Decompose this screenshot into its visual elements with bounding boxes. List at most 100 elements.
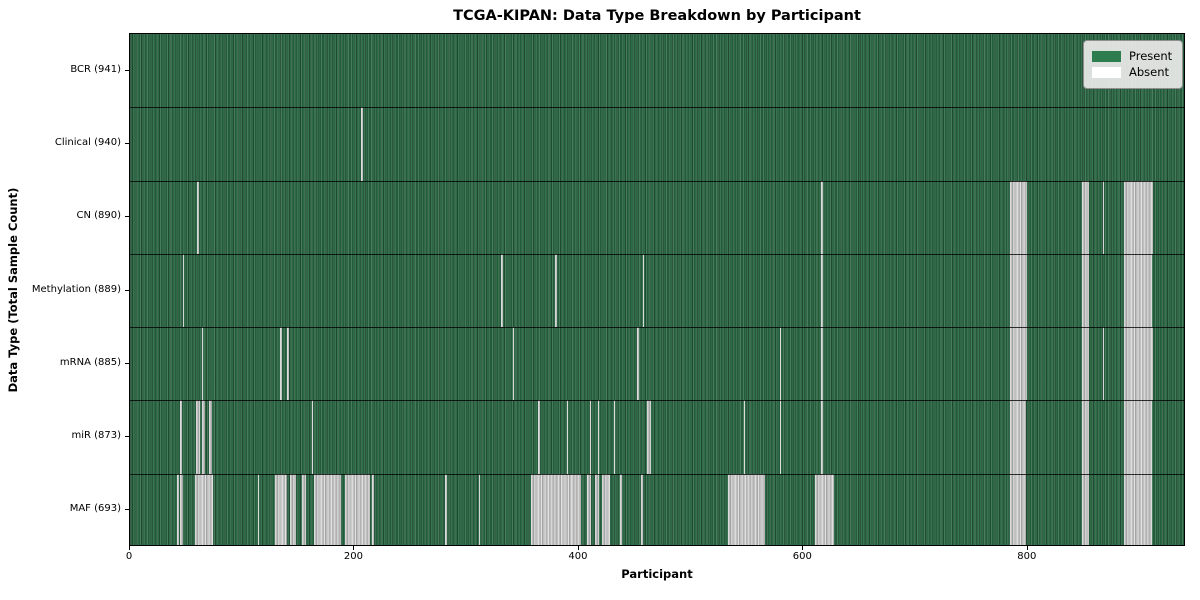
absent-block-cn [1009,180,1027,254]
chart-title: TCGA-KIPAN: Data Type Breakdown by Parti… [453,8,861,24]
absent-block-cn [821,180,823,254]
absent-block-mrna [821,327,823,401]
absent-block-mir [208,400,212,474]
absent-block-maf [640,473,643,545]
absent-block-cn [1081,180,1090,254]
absent-block-mrna [637,327,639,401]
y-tick-label-methylation: Methylation (889) [31,284,121,295]
absent-block-maf [314,473,341,545]
absent-block-methylation [1009,253,1027,328]
row-mir [130,400,1184,474]
y-tick-label-bcr: BCR (941) [70,64,121,75]
legend-swatch-absent [1092,67,1121,78]
absent-block-maf [195,473,214,545]
absent-block-mir [180,400,182,474]
row-separator [130,253,1184,255]
absent-block-mrna [287,327,289,401]
y-tick [125,509,129,510]
absent-block-mrna [1081,327,1090,401]
absent-block-maf [290,473,297,545]
legend-label-absent: Absent [1129,65,1170,79]
absent-block-mrna [779,327,782,401]
absent-block-mir [201,400,206,474]
absent-block-methylation [642,253,645,328]
y-tick-label-maf: MAF (693) [69,503,121,514]
row-clinical [130,107,1184,181]
absent-block-mrna [201,327,204,401]
absent-block-maf [345,473,371,545]
y-tick-label-mrna: mRNA (885) [59,357,121,368]
absent-block-methylation [821,253,823,328]
absent-block-maf [620,473,622,545]
x-tick-label-400: 400 [568,551,588,562]
row-methylation [130,253,1184,328]
row-separator [130,473,1184,475]
x-tick-label-800: 800 [1017,551,1037,562]
absent-block-mrna [1124,327,1154,401]
absent-block-mir [590,400,592,474]
x-tick-label-0: 0 [125,551,133,562]
absent-block-mrna [1102,327,1105,401]
absent-block-mir [613,400,616,474]
y-tick [125,143,129,144]
absent-block-mrna [512,327,515,401]
y-tick [125,216,129,217]
legend-entry-present: Present [1092,50,1172,63]
y-tick [125,363,129,364]
row-separator [130,180,1184,182]
absent-block-cn [1102,180,1105,254]
x-tick-label-200: 200 [343,551,363,562]
x-tick [1026,546,1028,550]
absent-block-maf [372,473,374,545]
absent-block-mrna [280,327,282,401]
absent-block-methylation [1081,253,1090,328]
x-tick [802,546,804,550]
absent-block-maf [177,473,179,545]
absent-block-mir [597,400,600,474]
absent-block-mir [538,400,540,474]
y-tick [125,290,129,291]
absent-block-mrna [1009,327,1027,401]
absent-block-mir [1009,400,1026,474]
absent-block-mir [821,400,823,474]
x-tick [353,546,355,550]
absent-block-maf [728,473,766,545]
row-bcr [130,34,1184,108]
absent-block-mir [566,400,568,474]
absent-block-methylation [555,253,557,328]
absent-block-maf [257,473,260,545]
y-tick-label-cn: CN (890) [76,210,121,221]
x-axis-label: Participant [621,567,693,581]
absent-block-methylation [1124,253,1153,328]
y-tick-label-mir: miR (873) [71,430,121,441]
absent-block-maf [1124,473,1153,545]
absent-block-maf [530,473,582,545]
y-axis-label: Data Type (Total Sample Count) [6,187,20,393]
y-tick-label-clinical: Clinical (940) [54,137,121,148]
row-maf [130,473,1184,545]
absent-block-maf [1009,473,1026,545]
absent-block-mir [196,400,200,474]
legend: Present Absent [1083,40,1184,89]
absent-block-maf [602,473,611,545]
absent-block-maf [479,473,481,545]
y-tick [125,70,129,71]
plot-area [129,33,1185,546]
absent-block-maf [274,473,288,545]
absent-block-maf [586,473,592,545]
absent-block-mir [1081,400,1090,474]
absent-block-clinical [361,107,363,181]
row-mrna [130,327,1184,401]
x-tick [129,546,130,550]
absent-block-maf [814,473,834,545]
absent-block-maf [180,473,183,545]
absent-block-mir [779,400,782,474]
legend-label-present: Present [1129,49,1173,63]
row-separator [130,400,1184,402]
x-tick-label-600: 600 [792,551,812,562]
y-tick [125,436,129,437]
absent-block-mir [311,400,314,474]
absent-block-cn [197,180,199,254]
row-separator [130,107,1184,109]
